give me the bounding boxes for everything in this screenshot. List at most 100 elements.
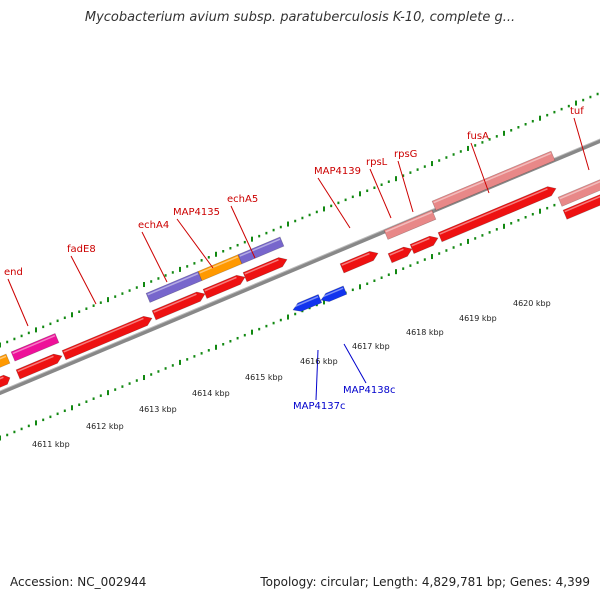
upper-tick bbox=[107, 297, 109, 303]
gene-arrow bbox=[15, 353, 63, 380]
lower-tick bbox=[445, 249, 448, 252]
upper-tick bbox=[121, 292, 124, 295]
gene-label-rpsg: rpsG bbox=[394, 149, 417, 160]
gene-arrow bbox=[320, 285, 348, 302]
lower-tick bbox=[481, 234, 484, 237]
lower-tick bbox=[243, 333, 246, 337]
upper-tick bbox=[387, 180, 390, 183]
lower-tick bbox=[265, 324, 268, 328]
gene-arrow bbox=[10, 333, 60, 362]
upper-tick bbox=[459, 150, 462, 153]
upper-tick bbox=[416, 168, 419, 171]
gene-arrow bbox=[242, 257, 288, 283]
lower-tick bbox=[157, 370, 160, 373]
upper-tick bbox=[35, 327, 37, 333]
upper-tick bbox=[337, 201, 340, 205]
lower-tick bbox=[517, 219, 520, 222]
upper-tick bbox=[567, 104, 570, 108]
upper-tick bbox=[553, 110, 556, 114]
lower-tick bbox=[20, 427, 23, 431]
upper-tick bbox=[524, 122, 527, 126]
scale-label: 4614 kbp bbox=[192, 389, 230, 398]
scale-label: 4617 kbp bbox=[352, 342, 390, 351]
gene-leader-line bbox=[141, 231, 168, 283]
lower-tick bbox=[150, 373, 153, 376]
gene-leader-line bbox=[7, 278, 29, 327]
upper-tick bbox=[85, 307, 88, 310]
upper-tick bbox=[56, 319, 59, 323]
lower-tick bbox=[128, 382, 131, 385]
gene-leader-line bbox=[573, 117, 590, 171]
gene-label-map4135: MAP4135 bbox=[173, 207, 220, 218]
lower-tick bbox=[402, 267, 405, 270]
gene-arrow bbox=[237, 236, 285, 265]
lower-tick bbox=[294, 312, 297, 316]
upper-tick bbox=[13, 337, 16, 341]
lower-tick bbox=[553, 203, 556, 207]
gene-arrow bbox=[383, 209, 437, 240]
upper-tick bbox=[344, 198, 347, 202]
upper-tick bbox=[0, 342, 1, 348]
upper-tick bbox=[20, 334, 23, 338]
lower-tick bbox=[531, 212, 534, 216]
gene-label-map4139: MAP4139 bbox=[314, 166, 361, 177]
lower-tick bbox=[164, 367, 167, 370]
lower-tick bbox=[272, 321, 275, 325]
lower-tick bbox=[193, 355, 196, 358]
lower-tick bbox=[503, 223, 505, 229]
gene-arrow bbox=[202, 274, 246, 299]
lower-tick bbox=[431, 254, 433, 260]
gene-label-tuf: tuf bbox=[570, 106, 584, 117]
lower-tick bbox=[251, 329, 253, 335]
lower-tick bbox=[49, 415, 52, 419]
gene-arrow bbox=[0, 353, 11, 370]
scale-label: 4620 kbp bbox=[513, 299, 551, 308]
upper-tick bbox=[265, 231, 268, 235]
upper-tick bbox=[287, 221, 289, 227]
lower-tick bbox=[99, 394, 102, 397]
scale-label: 4613 kbp bbox=[139, 405, 177, 414]
upper-tick bbox=[323, 206, 325, 212]
upper-tick bbox=[546, 113, 549, 117]
gene-arrow bbox=[339, 251, 379, 274]
lower-tick bbox=[0, 435, 1, 441]
map-title: Mycobacterium avium subsp. paratuberculo… bbox=[84, 10, 516, 25]
lower-tick bbox=[474, 237, 477, 240]
lower-tick bbox=[171, 364, 174, 367]
upper-tick bbox=[71, 312, 73, 318]
lower-tick bbox=[258, 327, 261, 331]
lower-tick bbox=[423, 258, 426, 261]
upper-tick bbox=[438, 159, 441, 162]
lower-tick bbox=[495, 228, 498, 231]
upper-tick bbox=[596, 92, 599, 96]
lower-tick bbox=[143, 375, 145, 381]
upper-tick bbox=[207, 256, 210, 259]
upper-tick bbox=[308, 213, 311, 217]
upper-tick bbox=[179, 266, 181, 272]
upper-tick bbox=[258, 234, 261, 238]
upper-tick bbox=[488, 138, 491, 141]
upper-tick bbox=[503, 130, 505, 136]
gene-leader-line bbox=[397, 160, 414, 213]
gene-arrow bbox=[151, 291, 206, 321]
scale-label: 4611 kbp bbox=[32, 440, 70, 449]
scale-label: 4615 kbp bbox=[245, 373, 283, 382]
gene-arrow bbox=[0, 374, 11, 390]
scale-label: 4618 kbp bbox=[406, 328, 444, 337]
gene-leader-line bbox=[470, 142, 490, 194]
upper-tick bbox=[495, 135, 498, 138]
gene-label-fusa: fusA bbox=[467, 131, 489, 142]
lower-tick bbox=[459, 243, 462, 246]
upper-tick bbox=[78, 310, 81, 313]
lower-tick bbox=[438, 252, 441, 255]
upper-tick bbox=[128, 289, 131, 292]
upper-tick bbox=[272, 228, 275, 232]
lower-tick bbox=[107, 390, 109, 396]
gene-arrow bbox=[145, 270, 203, 303]
lower-tick bbox=[488, 231, 491, 234]
upper-tick bbox=[135, 286, 138, 289]
gene-arrow bbox=[292, 294, 323, 312]
upper-tick bbox=[114, 295, 117, 298]
lower-tick bbox=[510, 222, 513, 225]
